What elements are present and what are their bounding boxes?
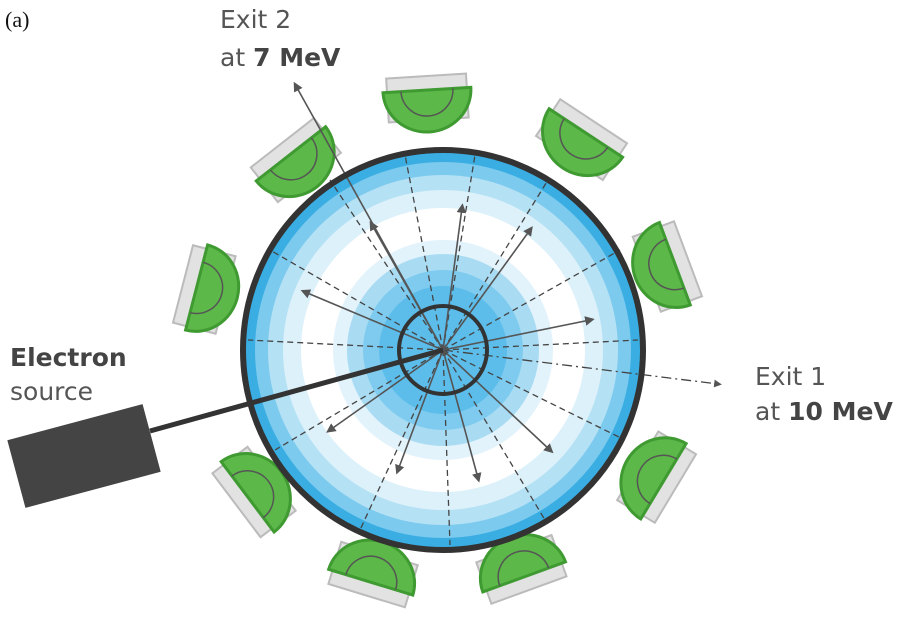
cavity-outline bbox=[240, 147, 646, 553]
exit-2-energy-line: at 7 MeV bbox=[220, 43, 341, 72]
magnet bbox=[380, 71, 475, 137]
source-line2: source bbox=[10, 377, 93, 406]
exit-1-at: at bbox=[755, 397, 780, 426]
exit-1-name: Exit 1 bbox=[755, 362, 826, 391]
inner-conductor bbox=[397, 304, 489, 396]
magnet bbox=[170, 239, 250, 343]
radial-paths bbox=[247, 154, 722, 546]
electron-gun bbox=[7, 404, 161, 508]
panel-label: (a) bbox=[5, 7, 29, 32]
exit-2-at: at bbox=[220, 43, 245, 72]
exit-1-energy-line: at 10 MeV bbox=[755, 397, 893, 426]
exit-1-energy: 10 MeV bbox=[788, 397, 893, 426]
injection-beam bbox=[149, 347, 444, 434]
beam-paths bbox=[293, 81, 595, 483]
source-line1: Electron bbox=[10, 343, 127, 372]
exit-2-name: Exit 2 bbox=[220, 5, 291, 34]
exit-2-energy: 7 MeV bbox=[253, 43, 341, 72]
